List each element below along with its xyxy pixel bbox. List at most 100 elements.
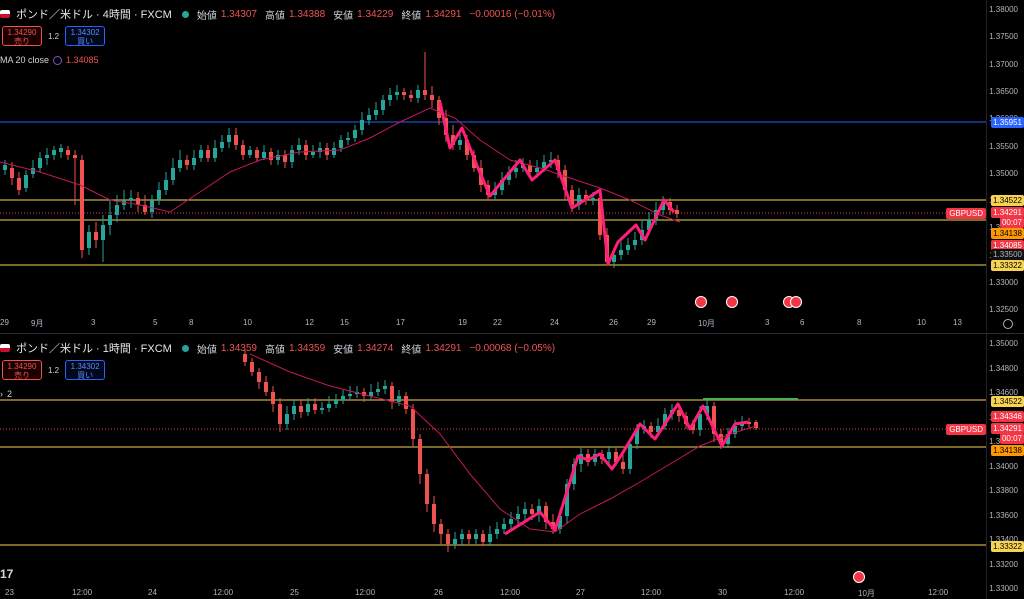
buy-button[interactable]: 1.34302 買い	[65, 360, 106, 380]
candle-body	[418, 439, 422, 474]
price-tag: 1.33322	[991, 541, 1024, 552]
us-event-icon[interactable]	[695, 296, 707, 308]
candle-body	[243, 354, 247, 362]
candle-body	[250, 362, 254, 372]
chart-pane-4h[interactable]: ポンド／米ドル · 4時間 · FXCM 始値 1.34307 高値 1.34388…	[0, 0, 1024, 331]
us-event-icon[interactable]	[790, 296, 802, 308]
sell-button[interactable]: 1.34290 売り	[2, 360, 42, 380]
time-tick-label: 15	[340, 318, 349, 327]
candle-body	[528, 165, 532, 172]
candle-body	[59, 148, 63, 152]
buy-price: 1.34302	[70, 362, 100, 371]
price-tag: 1.34138	[991, 445, 1024, 456]
symbol-legend: ポンド／米ドル · 1時間 · FXCM 始値 1.34359 高値 1.34359…	[0, 340, 555, 356]
price-tick-label: 1.34800	[989, 363, 1018, 373]
candle-body	[369, 392, 373, 396]
candle-body	[656, 426, 660, 432]
open-value: 1.34359	[220, 342, 257, 354]
candle-body	[3, 165, 7, 170]
price-tick-label: 1.36500	[989, 86, 1018, 96]
candle-body	[388, 95, 392, 100]
price-chart-4h[interactable]	[0, 0, 1024, 331]
time-tick-label: 26	[609, 318, 618, 327]
time-tick-label: 29	[647, 318, 656, 327]
candle-body	[257, 372, 261, 382]
high-label: 高値	[265, 10, 285, 22]
candle-body	[502, 524, 506, 529]
time-tick-label: 25	[290, 588, 299, 597]
candle-body	[143, 205, 147, 212]
us-event-icon[interactable]	[726, 296, 738, 308]
candle-body	[516, 514, 520, 519]
indicator-legend[interactable]: › 2	[0, 389, 12, 399]
time-tick-label: 22	[493, 318, 502, 327]
candle-body	[493, 190, 497, 195]
price-chart-1h[interactable]	[0, 334, 1024, 599]
price-tick-label: 1.35000	[989, 168, 1018, 178]
candle-body	[544, 506, 548, 522]
price-axis-4h[interactable]: 1.380001.375001.370001.365001.360001.355…	[986, 0, 1024, 331]
candle-body	[586, 454, 590, 462]
time-tick-label: 24	[148, 588, 157, 597]
close-label: 終値	[401, 10, 422, 22]
candle-body	[719, 434, 723, 444]
time-axis-1h[interactable]: 23 12:00 24 12:00 25 12:00 26 12:00 27 12:00 30 12:…	[0, 586, 987, 599]
buy-button[interactable]: 1.34302 買い	[65, 26, 106, 46]
candle-body	[619, 250, 623, 255]
candle-body	[164, 180, 168, 190]
candle-body	[220, 142, 224, 148]
high-label: 高値	[265, 344, 285, 356]
time-axis-4h[interactable]: 29 9月 3 5 8 10 12 15 17 19 22 24 26 29 10月 3 6 8 10 13	[0, 316, 987, 330]
symbol-title[interactable]: ポンド／米ドル · 1時間 · FXCM	[16, 343, 172, 355]
candle-body	[271, 392, 275, 404]
candle-body	[24, 175, 28, 188]
change-value: −0.00016 (−0.01%)	[469, 8, 556, 20]
candle-body	[227, 135, 231, 142]
time-tick-label: 19	[458, 318, 467, 327]
settings-gear-icon[interactable]	[1003, 319, 1013, 329]
time-tick-label: 12:00	[641, 588, 662, 597]
candle-body	[213, 148, 217, 158]
candle-body	[327, 404, 331, 408]
candle-body	[101, 225, 105, 240]
candle-body	[754, 422, 758, 428]
candle-body	[136, 198, 140, 205]
candle-body	[241, 145, 245, 155]
zigzag-line	[438, 101, 676, 266]
candle-body	[675, 210, 679, 214]
price-tick-label: 1.34600	[989, 388, 1018, 397]
time-tick-label: 12:00	[928, 588, 949, 597]
tradingview-logo: 17	[0, 567, 14, 581]
indicator-legend[interactable]: MA 20 close 1.34085	[0, 55, 99, 65]
change-value: −0.00068 (−0.05%)	[469, 342, 556, 354]
candle-body	[353, 130, 357, 138]
time-tick-label: 12:00	[72, 588, 93, 597]
candle-body	[10, 168, 14, 178]
candle-body	[500, 180, 504, 190]
candle-body	[299, 406, 303, 412]
indicator-collapse-icon[interactable]: ›	[0, 389, 3, 399]
indicator-settings-icon[interactable]	[53, 55, 63, 65]
buy-label: 買い	[77, 37, 94, 46]
price-axis-1h[interactable]: 1.350001.348001.346001.344001.342001.340…	[986, 334, 1024, 599]
chart-pane-1h[interactable]: ポンド／米ドル · 1時間 · FXCM 始値 1.34359 高値 1.34359…	[0, 333, 1024, 599]
candle-body	[290, 150, 294, 162]
sell-button[interactable]: 1.34290 売り	[2, 26, 42, 46]
candle-body	[663, 414, 667, 426]
candle-body	[453, 539, 457, 544]
us-event-icon[interactable]	[853, 571, 865, 583]
time-tick-label: 10月	[858, 589, 875, 598]
gbp-flag-icon	[0, 344, 10, 352]
candle-body	[530, 509, 534, 514]
spread-value: 1.2	[48, 365, 60, 375]
candle-body	[509, 519, 513, 524]
close-label: 終値	[401, 344, 422, 356]
candle-body	[458, 140, 462, 145]
indicator-count: 2	[7, 389, 13, 399]
symbol-title[interactable]: ポンド／米ドル · 4時間 · FXCM	[16, 9, 172, 21]
candle-body	[367, 115, 371, 120]
time-tick-label: 10月	[698, 319, 715, 328]
candle-body	[17, 178, 21, 190]
moving-average-line	[249, 353, 757, 533]
time-tick-label: 12:00	[355, 588, 376, 597]
